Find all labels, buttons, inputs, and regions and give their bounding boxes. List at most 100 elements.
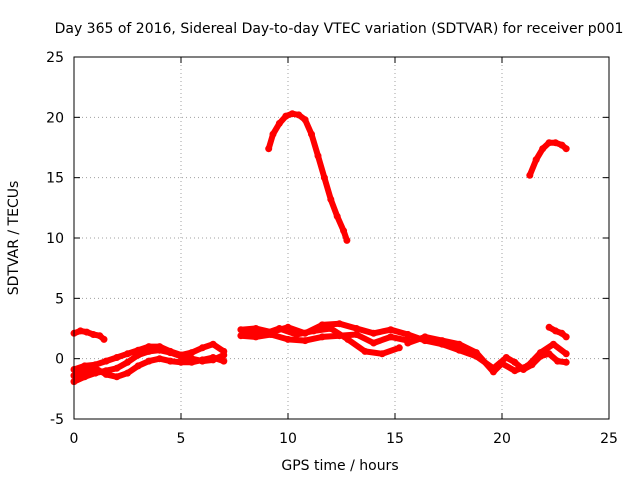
y-tick-label: 15 bbox=[46, 171, 64, 187]
data-point bbox=[89, 331, 97, 338]
data-point bbox=[511, 367, 519, 375]
data-point bbox=[562, 145, 570, 153]
data-point bbox=[113, 373, 121, 381]
data-point bbox=[275, 325, 283, 332]
data-point bbox=[188, 358, 196, 366]
data-point bbox=[166, 347, 174, 355]
data-point bbox=[124, 369, 131, 377]
data-point bbox=[308, 130, 315, 138]
data-point bbox=[562, 350, 570, 358]
data-point bbox=[220, 347, 228, 355]
data-point bbox=[333, 212, 341, 220]
data-point bbox=[554, 357, 562, 365]
data-point bbox=[455, 346, 463, 354]
data-point bbox=[310, 327, 318, 335]
data-point bbox=[295, 111, 303, 119]
data-point bbox=[100, 335, 108, 343]
data-point bbox=[91, 361, 99, 369]
data-point bbox=[209, 354, 217, 361]
data-point bbox=[76, 327, 84, 335]
data-point bbox=[198, 356, 206, 364]
series-arc-midday bbox=[265, 110, 351, 244]
data-point bbox=[134, 346, 142, 354]
data-point bbox=[258, 331, 266, 338]
y-tick-label: 10 bbox=[46, 231, 64, 247]
data-point bbox=[220, 357, 228, 365]
series-track-early-high bbox=[70, 327, 108, 343]
data-point bbox=[177, 351, 185, 359]
data-point bbox=[545, 139, 553, 147]
data-point bbox=[320, 174, 328, 182]
data-point bbox=[188, 349, 196, 357]
data-point bbox=[177, 358, 185, 366]
y-axis-label: SDTVAR / TECUs bbox=[6, 181, 22, 296]
data-point bbox=[343, 236, 351, 244]
x-axis-label: GPS time / hours bbox=[281, 458, 398, 474]
data-point bbox=[156, 343, 164, 351]
data-point bbox=[539, 145, 547, 153]
series-track-afternoon-c bbox=[545, 323, 570, 341]
data-point bbox=[327, 195, 335, 203]
data-point bbox=[552, 139, 559, 147]
axis-ticks: 0 5 10 15 20 25 -5 0 5 10 15 20 25 bbox=[46, 50, 618, 447]
data-point bbox=[370, 329, 378, 337]
data-point bbox=[353, 331, 360, 338]
data-point bbox=[387, 333, 395, 341]
data-point bbox=[301, 116, 309, 124]
data-point bbox=[387, 326, 395, 334]
data-point bbox=[344, 335, 352, 343]
data-point bbox=[124, 350, 131, 358]
data-point bbox=[209, 340, 217, 348]
data-point bbox=[552, 327, 559, 335]
data-point bbox=[241, 328, 249, 336]
x-tick-label: 5 bbox=[177, 431, 186, 447]
data-point bbox=[124, 358, 131, 366]
data-point bbox=[252, 325, 260, 332]
data-point bbox=[113, 354, 121, 361]
data-point bbox=[275, 119, 283, 127]
data-point bbox=[327, 325, 335, 332]
series-arc-late bbox=[526, 139, 570, 179]
data-point bbox=[282, 112, 290, 120]
data-point bbox=[370, 339, 378, 347]
data-point bbox=[113, 364, 121, 372]
x-tick-label: 25 bbox=[600, 431, 618, 447]
data-point bbox=[83, 328, 91, 336]
data-point bbox=[524, 362, 532, 370]
data-point bbox=[421, 333, 429, 341]
data-point bbox=[81, 362, 89, 370]
data-point bbox=[455, 340, 463, 348]
series-track-afternoon-b bbox=[404, 333, 570, 376]
data-point bbox=[472, 349, 480, 357]
data-point bbox=[361, 347, 369, 355]
data-point bbox=[340, 227, 348, 235]
data-point bbox=[562, 358, 570, 366]
data-point bbox=[562, 333, 570, 341]
series-track-midday-c bbox=[241, 325, 403, 358]
data-point bbox=[404, 331, 412, 338]
data-point bbox=[532, 156, 540, 164]
data-point bbox=[265, 145, 273, 153]
data-point bbox=[288, 110, 296, 118]
x-tick-label: 0 bbox=[70, 431, 79, 447]
data-point bbox=[498, 360, 506, 367]
series-track-afternoon-a bbox=[404, 331, 570, 373]
data-point bbox=[134, 362, 142, 370]
data-point bbox=[166, 357, 174, 365]
data-point bbox=[156, 355, 164, 363]
data-point bbox=[269, 130, 277, 138]
data-point bbox=[301, 337, 309, 345]
data-point bbox=[293, 331, 301, 338]
data-point bbox=[145, 343, 153, 351]
data-point bbox=[198, 344, 206, 352]
x-tick-label: 10 bbox=[279, 431, 297, 447]
y-tick-label: 0 bbox=[55, 352, 64, 368]
data-series bbox=[70, 110, 570, 386]
x-tick-label: 20 bbox=[493, 431, 511, 447]
data-point bbox=[438, 337, 446, 345]
data-point bbox=[335, 320, 343, 328]
x-tick-label: 15 bbox=[386, 431, 404, 447]
data-point bbox=[526, 171, 534, 179]
series-line bbox=[242, 325, 403, 357]
